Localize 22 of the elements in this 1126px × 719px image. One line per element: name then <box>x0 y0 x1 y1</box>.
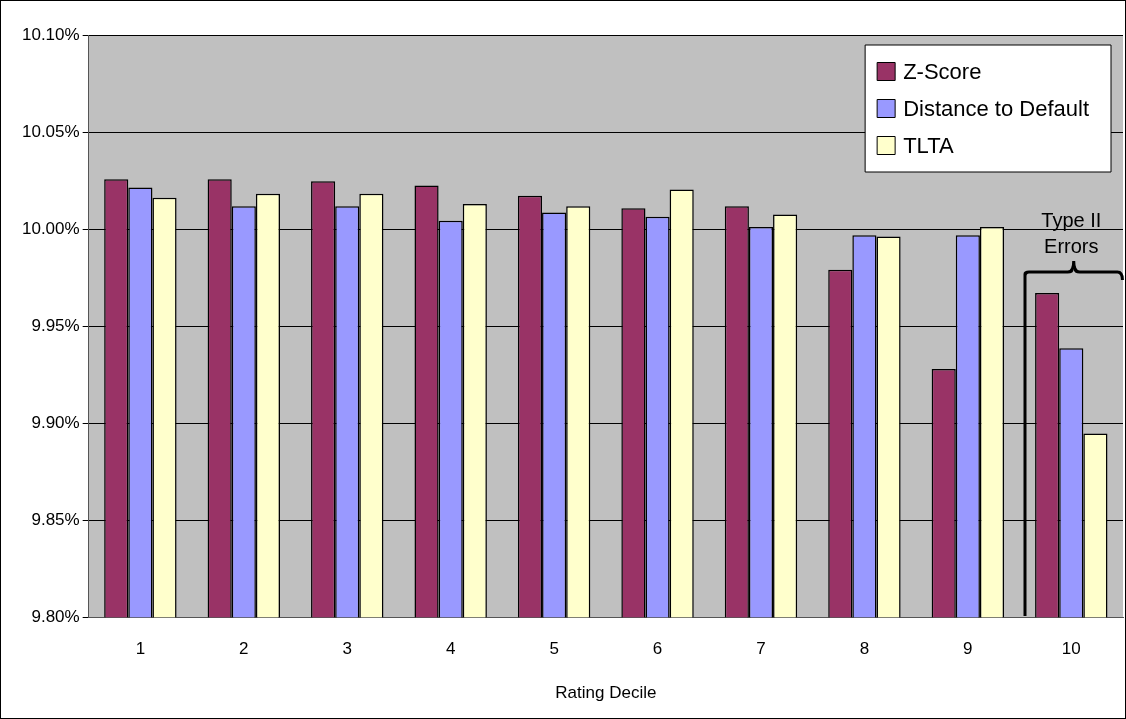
x-axis-title: Rating Decile <box>555 683 657 703</box>
legend-label: TLTA <box>903 132 954 158</box>
y-tick-label: 10.05% <box>21 121 80 141</box>
legend-label: Z-Score <box>903 58 982 84</box>
y-tick-label: 10.10% <box>21 24 80 44</box>
x-tick-label: 10 <box>1061 639 1081 659</box>
annotation: Type II Errors <box>1041 209 1102 258</box>
legend-label: Distance to Default <box>903 95 1089 121</box>
x-tick-label: 3 <box>342 639 352 659</box>
x-tick-label: 4 <box>445 639 456 659</box>
x-tick-label: 5 <box>549 639 559 659</box>
y-tick-label: 10.00% <box>21 218 80 238</box>
y-tick-label: 9.90% <box>31 412 80 432</box>
x-tick-label: 6 <box>652 639 663 659</box>
x-tick-label: 8 <box>859 639 870 659</box>
y-tick-label: 9.85% <box>31 509 80 529</box>
x-tick-label: 1 <box>135 639 146 659</box>
y-tick-label: 9.95% <box>31 315 80 335</box>
x-tick-label: 7 <box>756 639 766 659</box>
y-tick-label: 9.80% <box>31 606 80 626</box>
x-tick-label: 9 <box>963 639 973 659</box>
x-tick-label: 2 <box>239 639 249 659</box>
